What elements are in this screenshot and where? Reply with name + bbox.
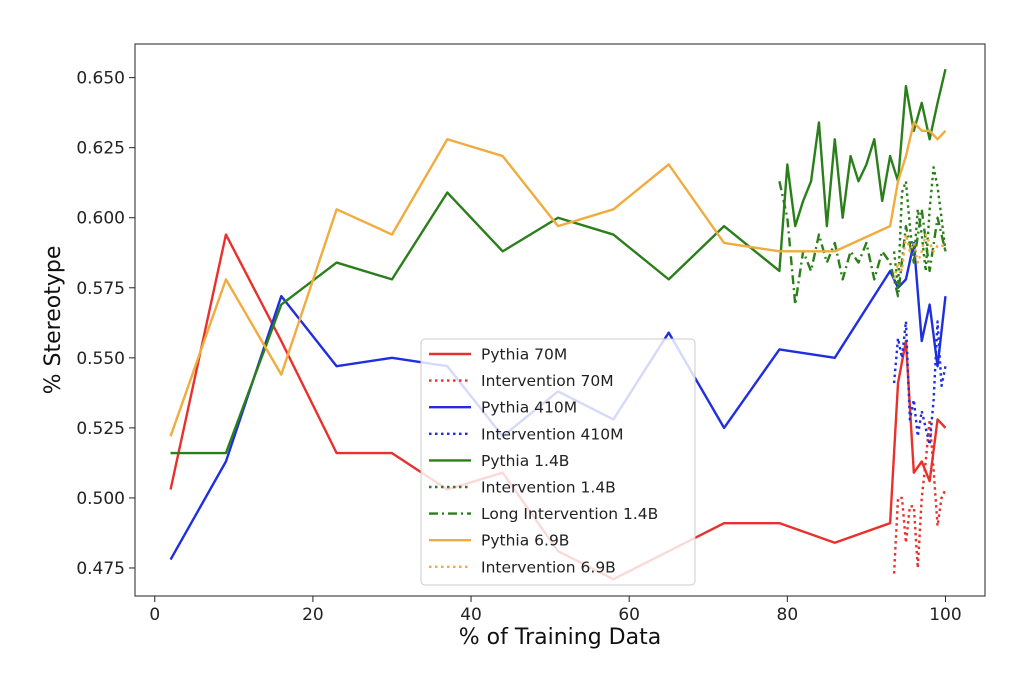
y-tick-label: 0.575 [76,279,125,299]
legend-box [420,338,696,586]
legend-label: Long Intervention 1.4B [481,505,658,523]
legend-label: Pythia 1.4B [481,452,569,470]
legend-label: Intervention 1.4B [481,479,616,497]
legend-label: Intervention 70M [481,372,614,390]
legend-label: Pythia 6.9B [481,532,569,550]
x-tick-label: 80 [777,605,799,625]
series-line-5 [170,68,947,455]
series-line-3 [169,241,947,561]
series-line-6 [892,166,947,289]
y-axis-title: % Stereotype [41,246,66,395]
x-tick-label: 20 [302,605,324,625]
legend-label: Pythia 70M [481,346,567,364]
ticks-layer: 0 20 40 60 80 100 0.475 0.500 0.525 0.550 0.575 0.6… [76,69,961,625]
x-tick-label: 40 [460,605,482,625]
x-tick-label: 60 [618,605,640,625]
legend-label: Pythia 410M [481,399,577,417]
y-tick-label: 0.600 [76,209,125,229]
y-tick-label: 0.525 [76,419,125,439]
x-tick-label: 0 [149,605,160,625]
series-line-4 [892,320,947,446]
legend-label: Intervention 6.9B [481,558,616,576]
y-tick-label: 0.625 [76,139,125,159]
y-tick-label: 0.475 [76,559,125,579]
series-line-8 [169,121,947,437]
legend: Pythia 70M Intervention 70M Pythia 410M Int… [420,338,696,586]
legend-label: Intervention 410M [481,425,624,443]
series-line-9 [892,233,946,280]
y-tick-label: 0.650 [76,69,125,89]
x-tick-label: 100 [929,605,961,625]
x-axis-title: % of Training Data [459,625,661,650]
series-layer [169,68,947,581]
series-line-1 [169,233,947,581]
y-tick-label: 0.550 [76,349,125,369]
y-tick-label: 0.500 [76,489,125,509]
plot-frame [134,43,986,597]
